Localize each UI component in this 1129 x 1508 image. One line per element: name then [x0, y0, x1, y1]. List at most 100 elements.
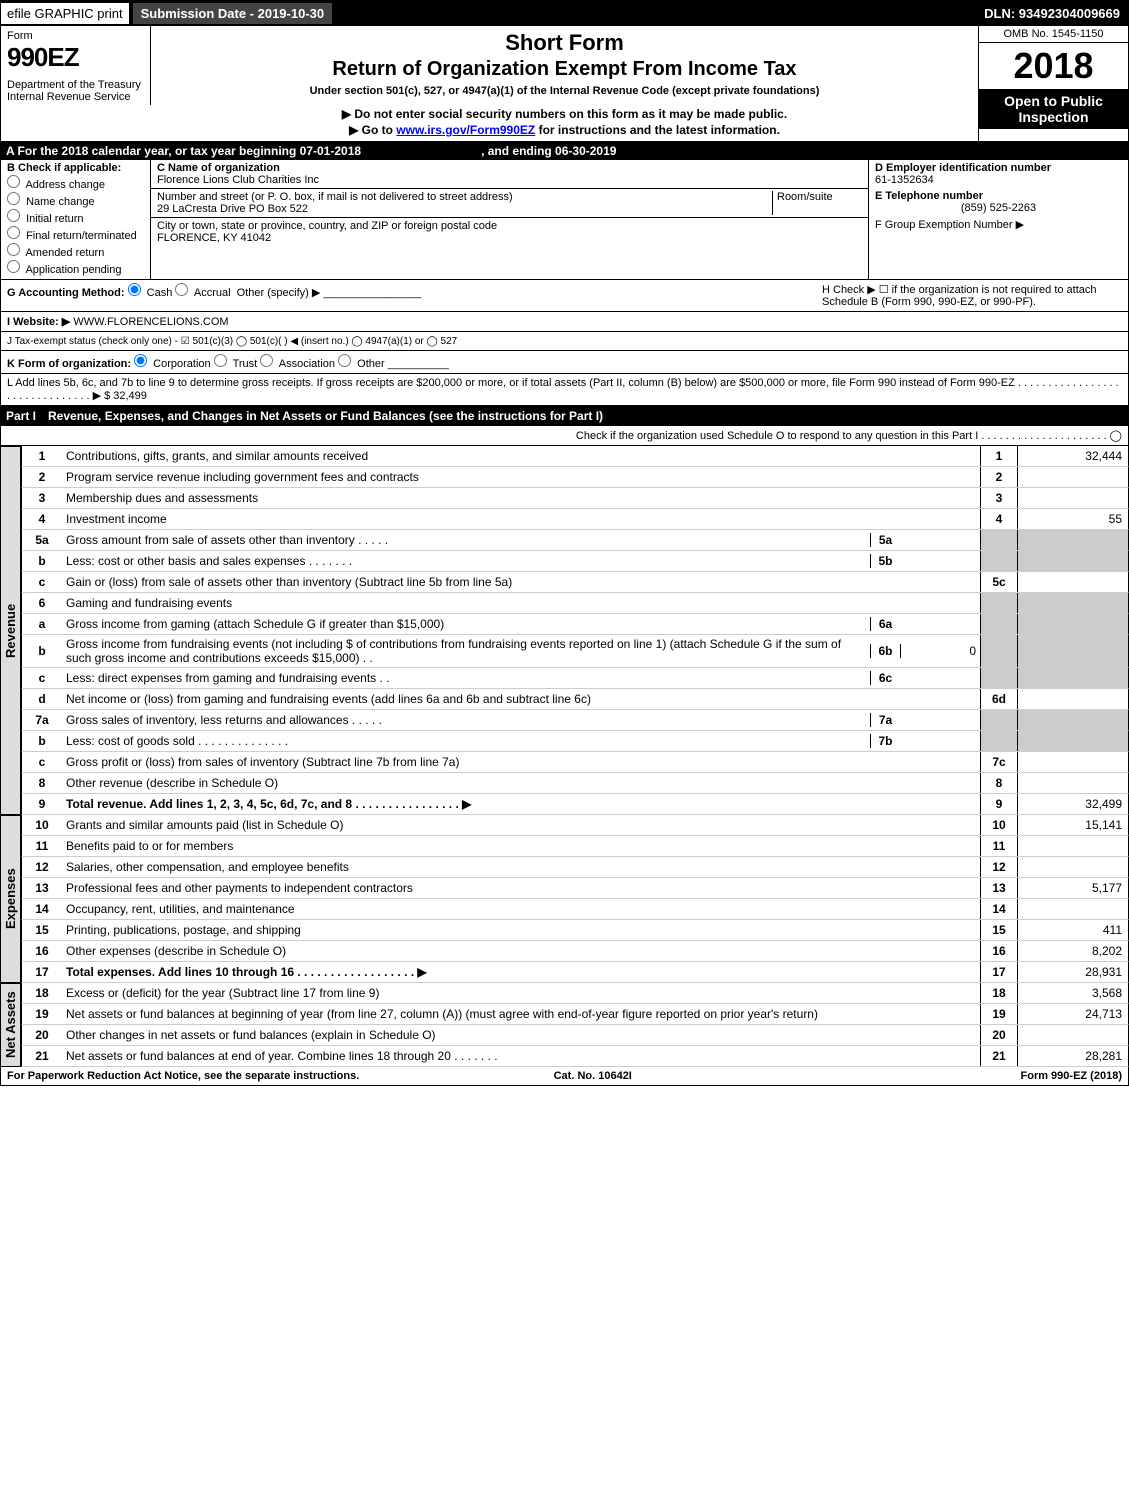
chk-pending[interactable]: Application pending: [7, 260, 144, 276]
radio-cash[interactable]: [128, 283, 141, 296]
top-bar: efile GRAPHIC print Submission Date - 20…: [0, 0, 1129, 26]
addr-label: Number and street (or P. O. box, if mail…: [157, 191, 513, 203]
line-num: 21: [22, 1049, 62, 1063]
opt-amended: Amended return: [25, 247, 104, 259]
line-c: cGross profit or (loss) from sales of in…: [21, 752, 1129, 773]
identity-block: B Check if applicable: Address change Na…: [0, 160, 1129, 280]
chk-final-return[interactable]: Final return/terminated: [7, 226, 144, 242]
line-box: 2: [980, 467, 1018, 487]
part1-number: Part I: [6, 409, 36, 423]
line-box: 17: [980, 962, 1018, 982]
line-d: dNet income or (loss) from gaming and fu…: [21, 689, 1129, 710]
chk-amended[interactable]: Amended return: [7, 243, 144, 259]
line-amt: [1018, 572, 1128, 592]
line-box-shade: [980, 635, 1018, 667]
line-box-shade: [980, 710, 1018, 730]
line-text: Net assets or fund balances at end of ye…: [62, 1047, 980, 1065]
period-begin: A For the 2018 calendar year, or tax yea…: [6, 144, 361, 158]
line-text: Program service revenue including govern…: [62, 468, 980, 486]
line-num: b: [22, 644, 62, 658]
box-b-label: B Check if applicable:: [7, 162, 121, 174]
accounting-label: G Accounting Method:: [7, 287, 125, 299]
line-text: Gain or (loss) from sale of assets other…: [62, 573, 980, 591]
line-amt-shade: [1018, 731, 1128, 751]
revenue-tab: Revenue: [0, 446, 21, 815]
line-box: 10: [980, 815, 1018, 835]
opt-corp: Corporation: [153, 358, 210, 370]
row-i: I Website: ▶ WWW.FLORENCELIONS.COM: [0, 312, 1129, 332]
dept-treasury: Department of the Treasury: [7, 79, 144, 91]
line-10: 10Grants and similar amounts paid (list …: [21, 815, 1129, 836]
line-box: 3: [980, 488, 1018, 508]
form-990ez: 990EZ: [7, 42, 144, 73]
line-num: 8: [22, 776, 62, 790]
line-box: 21: [980, 1046, 1018, 1066]
line-box-shade: [980, 593, 1018, 613]
right-box: OMB No. 1545-1150 2018 Open to Public In…: [978, 26, 1128, 141]
website-value: WWW.FLORENCELIONS.COM: [73, 316, 228, 328]
line-amt: 28,281: [1018, 1046, 1128, 1066]
line-c: cGain or (loss) from sale of assets othe…: [21, 572, 1129, 593]
line-7a: 7aGross sales of inventory, less returns…: [21, 710, 1129, 731]
opt-cash: Cash: [147, 287, 173, 299]
line-amt-shade: [1018, 530, 1128, 550]
subline-box: 6a: [870, 617, 900, 631]
line-num: 3: [22, 491, 62, 505]
efile-label[interactable]: efile GRAPHIC print: [1, 3, 129, 24]
line-text: Less: cost or other basis and sales expe…: [62, 552, 870, 570]
irs-link[interactable]: www.irs.gov/Form990EZ: [396, 123, 535, 137]
line-text: Benefits paid to or for members: [62, 837, 980, 855]
dept-irs: Internal Revenue Service: [7, 91, 144, 103]
short-form-title: Short Form: [155, 30, 974, 56]
footer-form: Form 990-EZ (2018): [1021, 1070, 1122, 1082]
line-num: c: [22, 671, 62, 685]
tax-exempt-status: J Tax-exempt status (check only one) - ☑…: [7, 336, 457, 347]
row-j: J Tax-exempt status (check only one) - ☑…: [0, 332, 1129, 351]
line-amt: [1018, 857, 1128, 877]
line-text: Salaries, other compensation, and employ…: [62, 858, 980, 876]
page-footer: For Paperwork Reduction Act Notice, see …: [0, 1067, 1129, 1086]
radio-other-org[interactable]: [338, 354, 351, 367]
chk-initial-return[interactable]: Initial return: [7, 209, 144, 225]
chk-name-change[interactable]: Name change: [7, 192, 144, 208]
chk-address-change[interactable]: Address change: [7, 175, 144, 191]
line-text: Gaming and fundraising events: [62, 594, 980, 612]
line-box-shade: [980, 614, 1018, 634]
radio-trust[interactable]: [214, 354, 227, 367]
line-box: 15: [980, 920, 1018, 940]
radio-assoc[interactable]: [260, 354, 273, 367]
subline-box: 7a: [870, 713, 900, 727]
footer-cat: Cat. No. 10642I: [554, 1070, 632, 1082]
line-num: c: [22, 575, 62, 589]
line-box: 18: [980, 983, 1018, 1003]
line-amt: 5,177: [1018, 878, 1128, 898]
line-11: 11Benefits paid to or for members11: [21, 836, 1129, 857]
period-row: A For the 2018 calendar year, or tax yea…: [0, 142, 1129, 160]
line-12: 12Salaries, other compensation, and empl…: [21, 857, 1129, 878]
line-num: c: [22, 755, 62, 769]
line-amt: 24,713: [1018, 1004, 1128, 1024]
line-1: 1Contributions, gifts, grants, and simil…: [21, 446, 1129, 467]
line-text: Other revenue (describe in Schedule O): [62, 774, 980, 792]
line-text: Excess or (deficit) for the year (Subtra…: [62, 984, 980, 1002]
line-amt: [1018, 899, 1128, 919]
line-amt: 32,499: [1018, 794, 1128, 814]
line-amt-shade: [1018, 614, 1128, 634]
radio-corp[interactable]: [134, 354, 147, 367]
line-text: Grants and similar amounts paid (list in…: [62, 816, 980, 834]
line-text: Gross income from fundraising events (no…: [62, 635, 870, 667]
line-text: Other expenses (describe in Schedule O): [62, 942, 980, 960]
line-amt: [1018, 1025, 1128, 1045]
room-label: Room/suite: [772, 191, 862, 215]
group-exemption-label: F Group Exemption Number ▶: [875, 218, 1122, 231]
line-amt: [1018, 773, 1128, 793]
title-box: Short Form Return of Organization Exempt…: [151, 26, 978, 141]
row-l: L Add lines 5b, 6c, and 7b to line 9 to …: [0, 374, 1129, 406]
line-b: bLess: cost or other basis and sales exp…: [21, 551, 1129, 572]
line-box: 11: [980, 836, 1018, 856]
line-amt: [1018, 467, 1128, 487]
line-box: 7c: [980, 752, 1018, 772]
opt-other-org: Other: [357, 358, 385, 370]
part1-check: Check if the organization used Schedule …: [0, 426, 1129, 446]
radio-accrual[interactable]: [175, 283, 188, 296]
